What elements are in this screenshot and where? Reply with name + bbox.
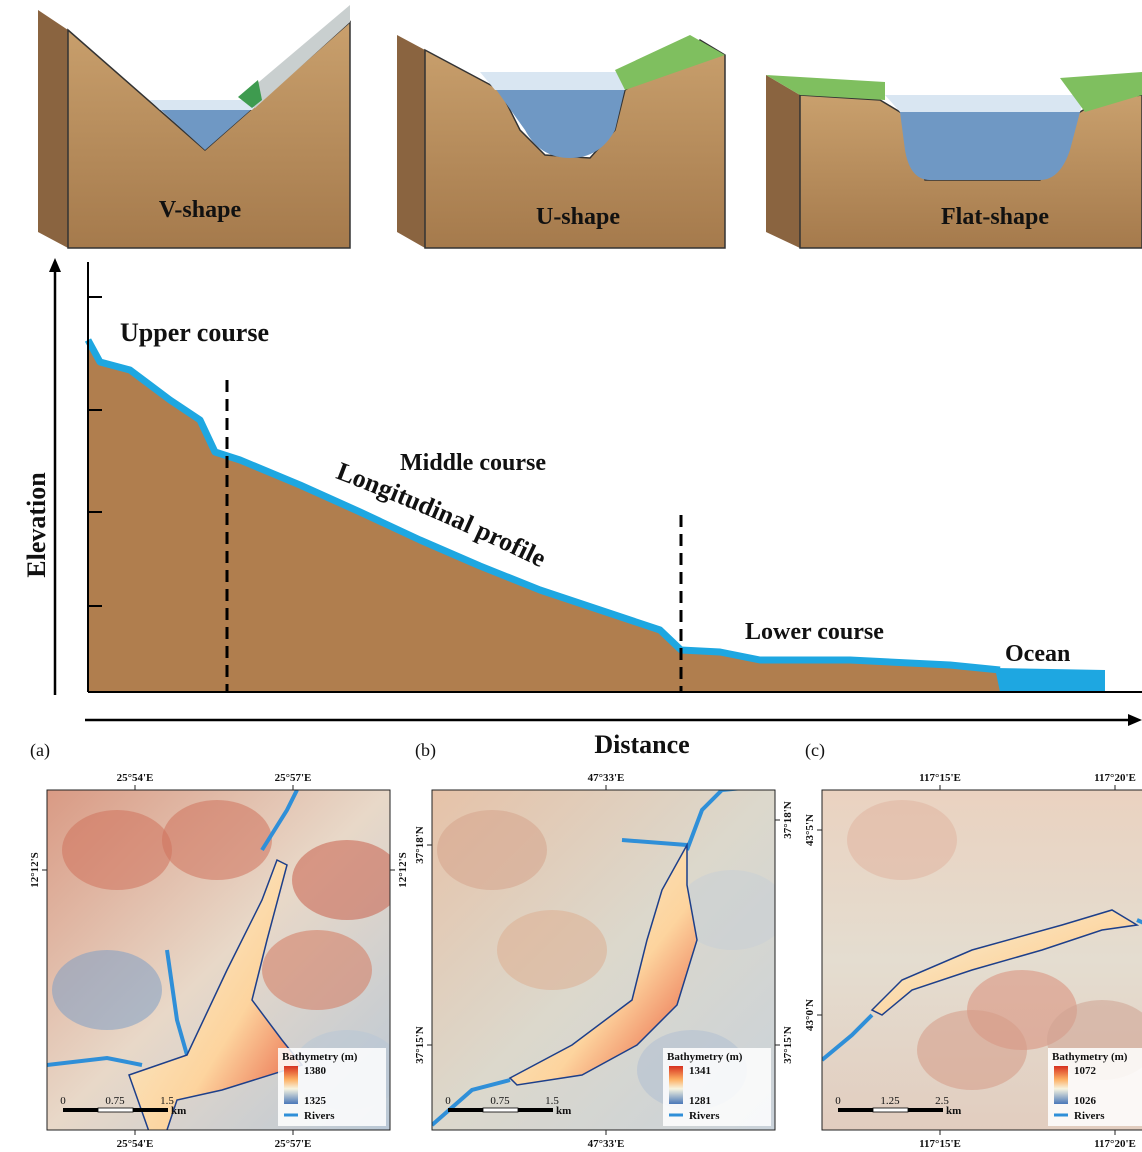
scale-unit: km <box>556 1105 571 1117</box>
left-tick-label: 43°0'N <box>804 999 816 1031</box>
section-label: Ocean <box>1005 641 1070 667</box>
scale-label: 0.75 <box>105 1095 125 1107</box>
x-axis-label: Distance <box>594 730 689 759</box>
legend-high: 1072 <box>1074 1065 1097 1077</box>
bottom-tick-label: 47°33'E <box>588 1138 625 1150</box>
flat-valley: Flat-shape <box>766 72 1142 248</box>
relief <box>262 930 372 1010</box>
left-tick-label: 37°18'N <box>414 826 426 863</box>
top-tick-label: 47°33'E <box>588 772 625 784</box>
top-tick-label: 117°20'E <box>1094 772 1136 784</box>
left-tick-label: 43°5'N <box>804 814 816 846</box>
water <box>900 112 1080 180</box>
relief <box>917 1010 1027 1090</box>
bottom-tick-label: 117°20'E <box>1094 1138 1136 1150</box>
legend-ramp <box>669 1066 683 1104</box>
relief <box>847 800 957 880</box>
left-tick-label: 37°15'N <box>414 1026 426 1063</box>
bottom-tick-label: 117°15'E <box>919 1138 961 1150</box>
scale-bar <box>448 1108 483 1112</box>
bottom-tick-label: 25°57'E <box>275 1138 312 1150</box>
top-tick-label: 25°57'E <box>275 772 312 784</box>
profile: Upper course Middle course Lower course … <box>22 258 1142 759</box>
u-valley: U-shape <box>397 35 725 248</box>
scale-label: 0 <box>60 1095 66 1107</box>
panel-label: (b) <box>415 740 436 761</box>
legend-low: 1026 <box>1074 1095 1097 1107</box>
legend-high: 1380 <box>304 1065 327 1077</box>
v-valley: V-shape <box>38 5 350 248</box>
legend-title: Bathymetry (m) <box>282 1051 358 1063</box>
relief <box>292 840 402 920</box>
section-label: Upper course <box>120 318 269 347</box>
top-tick-label: 25°54'E <box>117 772 154 784</box>
legend-rivers: Rivers <box>1074 1110 1105 1122</box>
scale-bar <box>908 1108 943 1112</box>
legend-low: 1281 <box>689 1095 711 1107</box>
y-axis-label: Elevation <box>22 472 51 578</box>
scale-bar <box>133 1108 168 1112</box>
page: {"valleys":[{"label":"V-shape"},{"label"… <box>0 0 1142 1152</box>
section-label: Lower course <box>745 619 884 645</box>
scale-bar <box>518 1108 553 1112</box>
scale-bar <box>483 1108 518 1112</box>
scale-label: 1.25 <box>880 1095 900 1107</box>
panel-label: (c) <box>805 740 825 761</box>
legend-title: Bathymetry (m) <box>667 1051 743 1063</box>
top-tick-label: 117°15'E <box>919 772 961 784</box>
left-tick-label: 12°12'S <box>29 852 41 888</box>
valley-label: Flat-shape <box>941 204 1049 230</box>
scale-bar <box>63 1108 98 1112</box>
scale-label: 0.75 <box>490 1095 510 1107</box>
scale-bar <box>873 1108 908 1112</box>
arrow-head <box>49 258 61 272</box>
right-tick-label: 37°18'N <box>782 801 794 838</box>
section-label: Middle course <box>400 450 546 476</box>
scale-unit: km <box>946 1105 961 1117</box>
arrow-head <box>1128 714 1142 726</box>
relief <box>52 950 162 1030</box>
bottom-tick-label: 25°54'E <box>117 1138 154 1150</box>
right-tick-label: 37°15'N <box>782 1026 794 1063</box>
legend-title: Bathymetry (m) <box>1052 1051 1128 1063</box>
water-surface <box>885 95 1085 112</box>
panel-label: (a) <box>30 740 50 761</box>
valley-label: U-shape <box>536 204 620 230</box>
scale-unit: km <box>171 1105 186 1117</box>
legend-ramp <box>1054 1066 1068 1104</box>
side-face <box>397 35 425 248</box>
valley-label: V-shape <box>159 197 242 223</box>
scale-label: 0 <box>835 1095 841 1107</box>
scale-label: 0 <box>445 1095 451 1107</box>
legend-low: 1325 <box>304 1095 327 1107</box>
figure: V-shape U-shape Flat-shape Upper course … <box>0 0 1142 1152</box>
legend-rivers: Rivers <box>304 1110 335 1122</box>
scale-bar <box>98 1108 133 1112</box>
legend-high: 1341 <box>689 1065 711 1077</box>
relief <box>497 910 607 990</box>
legend-rivers: Rivers <box>689 1110 720 1122</box>
relief <box>437 810 547 890</box>
side-face <box>38 10 68 248</box>
relief <box>162 800 272 880</box>
water-surface <box>480 72 630 90</box>
relief <box>62 810 172 890</box>
maps: (a) 25°54'E 25°54'E 25°57'E 25°57'E 12°12'S 12… <box>29 740 1142 1150</box>
side-face <box>766 75 800 248</box>
scale-bar <box>838 1108 873 1112</box>
ocean <box>995 668 1105 692</box>
legend-ramp <box>284 1066 298 1104</box>
right-tick-label: 12°12'S <box>397 852 409 888</box>
